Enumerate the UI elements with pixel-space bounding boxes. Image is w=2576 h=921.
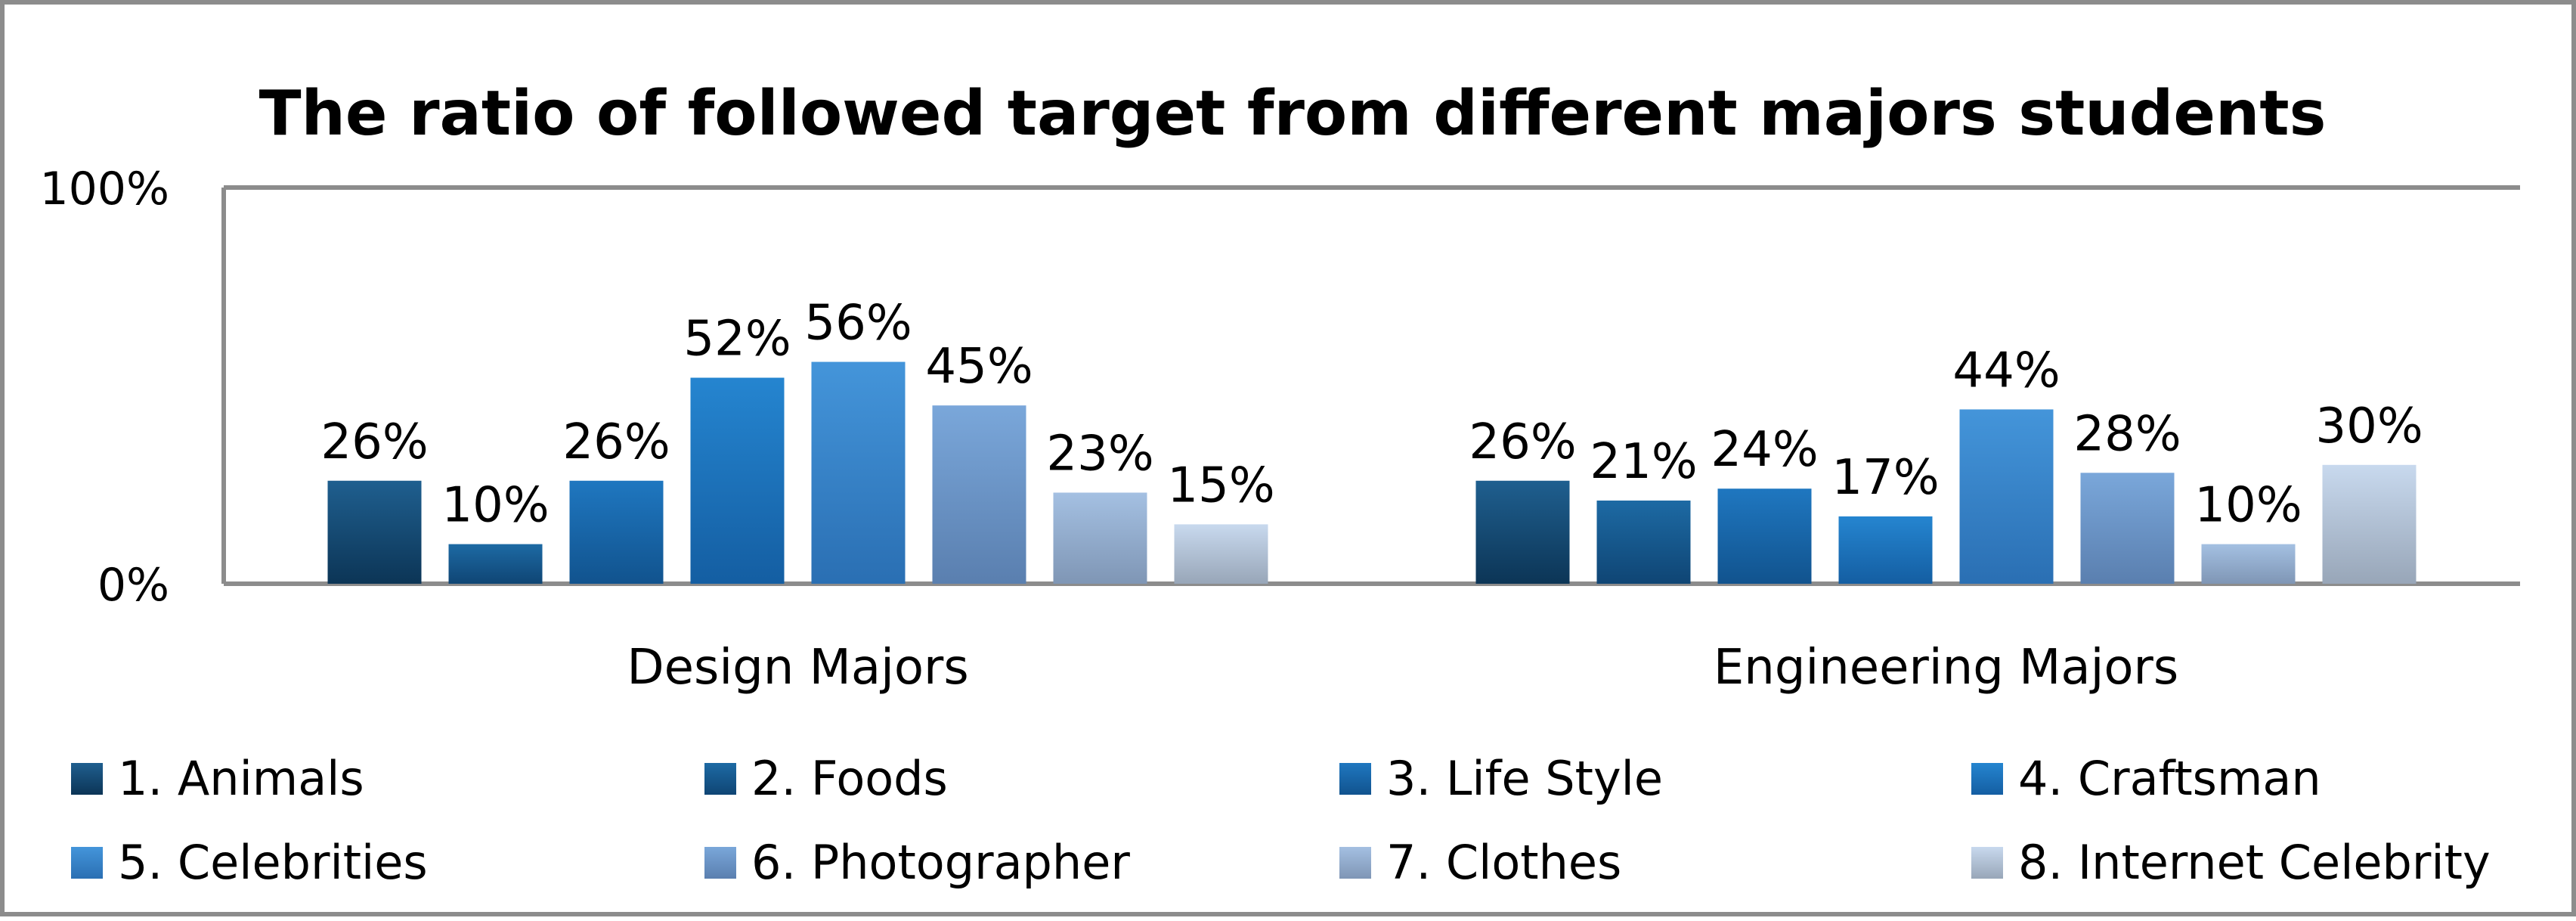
data-labels: 26%10%26%52% 56%45%23%15%26% 21% 24% 17%44%2… <box>320 296 2423 534</box>
data-label: 21% <box>1590 434 1697 490</box>
bar <box>1053 492 1147 584</box>
data-label: 26% <box>1469 414 1576 470</box>
y-tick-label: 100% <box>39 163 169 216</box>
bar <box>569 480 664 584</box>
bar <box>1717 488 1812 584</box>
bar <box>690 377 785 584</box>
bar <box>1174 524 1268 584</box>
legend-swatch <box>1339 847 1371 879</box>
legend-label: 2. Foods <box>751 751 948 806</box>
legend-label: 6. Photographer <box>751 835 1130 890</box>
data-label: 44% <box>1952 343 2060 398</box>
bar <box>2322 464 2417 584</box>
y-tick-label: 0% <box>98 559 169 612</box>
legend-label: 8. Internet Celebrity <box>2018 835 2491 890</box>
bar <box>932 405 1026 584</box>
data-label: 17% <box>1831 450 1939 506</box>
legend-label: 4. Craftsman <box>2018 751 2321 806</box>
data-label: 26% <box>320 414 428 470</box>
data-label: 23% <box>1046 426 1153 482</box>
data-label: 30% <box>2315 398 2423 454</box>
legend-swatch <box>704 763 736 795</box>
legend-label: 7. Clothes <box>1386 835 1621 890</box>
bar <box>1838 516 1933 584</box>
legend-label: 5. Celebrities <box>118 835 428 890</box>
bar <box>1959 409 2054 584</box>
category-label: Engineering Majors <box>1714 640 2178 696</box>
bar <box>448 544 543 584</box>
legend-swatch <box>1971 763 2003 795</box>
chart-svg: The ratio of followed target from differ… <box>39 78 2520 890</box>
legend-swatch <box>71 847 103 879</box>
data-label: 15% <box>1167 457 1274 513</box>
data-label: 10% <box>441 478 549 534</box>
category-labels: Design Majors Engineering Majors <box>627 640 2178 696</box>
data-label: 26% <box>562 414 670 470</box>
legend-swatch <box>1339 763 1371 795</box>
legend-swatch <box>704 847 736 879</box>
data-label: 10% <box>2194 478 2302 534</box>
bar <box>1596 500 1691 584</box>
bar <box>811 361 906 584</box>
legend: 1. Animals 2. Foods 3. Life Style 4. Crafts… <box>71 751 2491 890</box>
y-tick-labels: 0% 100% <box>39 163 169 612</box>
data-label: 28% <box>2073 406 2181 462</box>
legend-label: 1. Animals <box>118 751 364 806</box>
data-label: 45% <box>925 339 1033 395</box>
axes <box>221 185 2520 586</box>
data-label: 56% <box>804 296 912 352</box>
chart-title: The ratio of followed target from differ… <box>259 78 2327 150</box>
legend-swatch <box>71 763 103 795</box>
bars <box>327 361 2417 584</box>
legend-label: 3. Life Style <box>1386 751 1663 806</box>
bar <box>1475 480 1570 584</box>
data-label: 24% <box>1711 422 1818 478</box>
bar <box>2201 544 2296 584</box>
bar <box>2080 473 2175 584</box>
data-label: 52% <box>683 312 791 367</box>
bar <box>327 480 422 584</box>
legend-swatch <box>1971 847 2003 879</box>
category-label: Design Majors <box>627 640 968 696</box>
